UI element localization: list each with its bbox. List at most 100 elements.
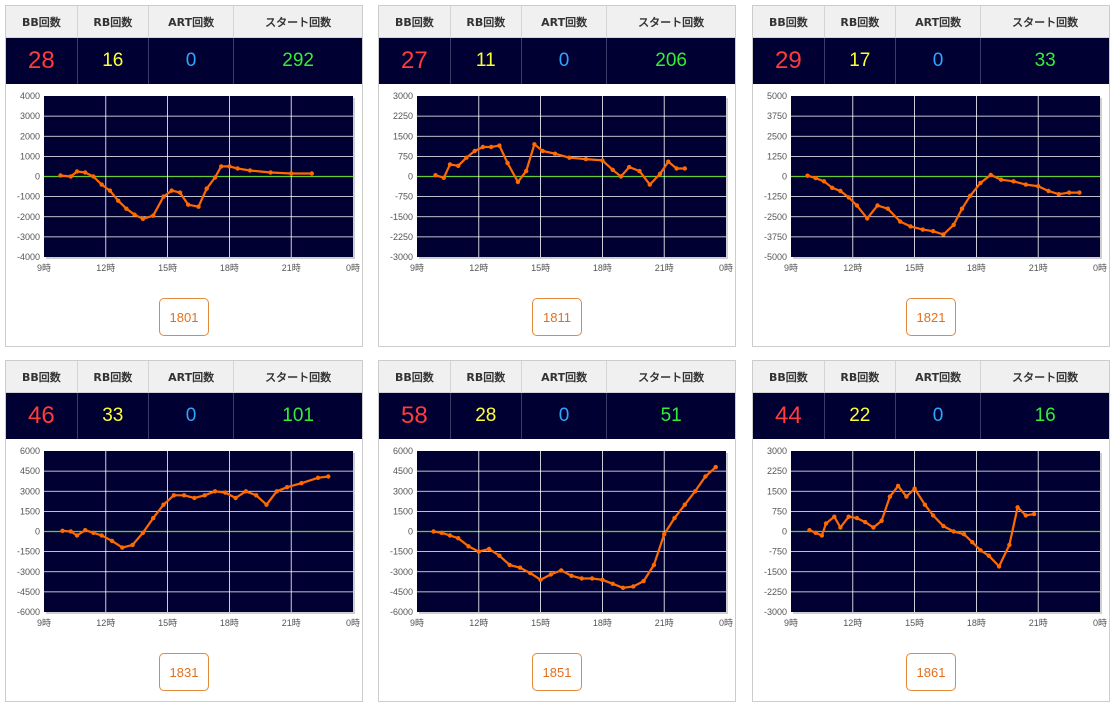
- machine-number-button[interactable]: 1861: [906, 653, 956, 691]
- data-point: [959, 206, 965, 211]
- data-point: [132, 212, 137, 217]
- data-point: [524, 168, 529, 174]
- y-tick-label: -1500: [764, 567, 787, 577]
- y-tick-label: 3000: [20, 111, 40, 121]
- data-point: [486, 546, 492, 552]
- value-start: 206: [606, 37, 735, 84]
- start-count: 206: [655, 50, 687, 71]
- data-point: [662, 532, 667, 537]
- data-point: [299, 481, 304, 486]
- data-point: [682, 502, 687, 507]
- data-point: [904, 494, 909, 499]
- x-tick-label: 18時: [967, 263, 986, 273]
- data-point: [930, 229, 936, 234]
- y-tick-label: 3000: [767, 446, 787, 456]
- data-point: [672, 515, 677, 521]
- y-tick-label: -4500: [17, 587, 40, 597]
- data-point: [1077, 190, 1082, 195]
- data-point: [161, 194, 166, 199]
- data-point: [235, 166, 240, 171]
- data-point: [941, 232, 946, 237]
- x-tick-label: 18時: [967, 618, 986, 628]
- machine-number-button[interactable]: 1821: [906, 298, 956, 336]
- x-tick-label: 9時: [37, 618, 51, 628]
- header-rb: RB回数: [450, 361, 522, 393]
- value-start: 33: [980, 37, 1109, 84]
- art-count: 0: [558, 50, 570, 71]
- data-point: [805, 173, 810, 178]
- data-point: [91, 530, 96, 535]
- data-point: [107, 188, 113, 193]
- x-tick-label: 15時: [158, 618, 177, 628]
- header-rb: RB回数: [77, 6, 149, 38]
- header-bb: BB回数: [379, 6, 451, 38]
- data-point: [879, 518, 884, 523]
- data-point: [538, 577, 543, 582]
- data-point: [692, 489, 698, 494]
- data-point: [116, 198, 121, 203]
- x-tick-label: 12時: [96, 618, 115, 628]
- data-point: [177, 190, 183, 195]
- y-tick-label: 6000: [393, 446, 413, 456]
- data-point: [247, 168, 253, 173]
- header-art: ART回数: [521, 361, 608, 393]
- y-tick-label: -750: [395, 192, 413, 202]
- data-point: [854, 515, 860, 521]
- y-tick-label: 750: [772, 506, 787, 516]
- counts-table: BB回数 RB回数 ART回数 スタート回数 46 33 0 101: [6, 361, 362, 439]
- value-rb: 28: [450, 392, 522, 439]
- x-tick-label: 0時: [719, 263, 733, 273]
- value-art: 0: [148, 37, 235, 84]
- y-tick-label: 1250: [767, 151, 787, 161]
- x-tick-label: 12時: [843, 263, 862, 273]
- value-start: 16: [980, 392, 1109, 439]
- y-tick-label: -1500: [390, 547, 413, 557]
- data-point: [464, 155, 469, 160]
- data-point: [637, 168, 642, 174]
- rb-count: 11: [475, 50, 496, 71]
- data-point: [922, 502, 928, 507]
- data-point: [439, 530, 444, 535]
- y-tick-label: -2500: [764, 212, 787, 222]
- x-tick-label: 21時: [1029, 618, 1048, 628]
- x-tick-label: 21時: [1029, 263, 1048, 273]
- machine-number-button[interactable]: 1811: [532, 298, 582, 336]
- header-start: スタート回数: [980, 361, 1109, 393]
- data-point: [130, 542, 135, 548]
- data-point: [1066, 190, 1072, 195]
- data-point: [875, 203, 880, 208]
- data-point: [641, 578, 646, 584]
- header-bb: BB回数: [753, 361, 825, 393]
- rb-count: 33: [102, 405, 124, 426]
- y-tick-label: 6000: [20, 446, 40, 456]
- data-point: [552, 151, 558, 156]
- y-tick-label: 4500: [393, 466, 413, 476]
- header-start: スタート回数: [980, 6, 1109, 38]
- x-tick-label: 0時: [346, 618, 360, 628]
- y-tick-label: 3000: [393, 486, 413, 496]
- data-point: [497, 553, 502, 558]
- data-point: [196, 204, 201, 209]
- data-point: [1031, 511, 1037, 517]
- y-tick-label: 2250: [393, 111, 413, 121]
- data-point: [807, 528, 812, 533]
- machine-panel: BB回数 RB回数 ART回数 スタート回数 58 28 0 51 1851 6000 4500 30…: [378, 360, 736, 702]
- data-point: [431, 529, 436, 534]
- data-point: [441, 175, 446, 180]
- machine-number-button[interactable]: 1831: [159, 653, 209, 691]
- value-rb: 33: [77, 392, 149, 439]
- counts-table: BB回数 RB回数 ART回数 スタート回数 27 11 0 206: [379, 6, 735, 84]
- y-tick-label: -3000: [764, 607, 787, 617]
- data-point: [682, 166, 687, 171]
- start-count: 51: [660, 405, 682, 426]
- data-point: [998, 177, 1004, 182]
- data-point: [885, 206, 890, 211]
- value-art: 0: [148, 392, 235, 439]
- data-point: [912, 486, 917, 491]
- data-point: [961, 532, 967, 537]
- data-point: [169, 188, 174, 193]
- y-tick-label: 5000: [767, 91, 787, 101]
- machine-number-button[interactable]: 1851: [532, 653, 582, 691]
- x-tick-label: 21時: [655, 263, 674, 273]
- machine-number-button[interactable]: 1801: [159, 298, 209, 336]
